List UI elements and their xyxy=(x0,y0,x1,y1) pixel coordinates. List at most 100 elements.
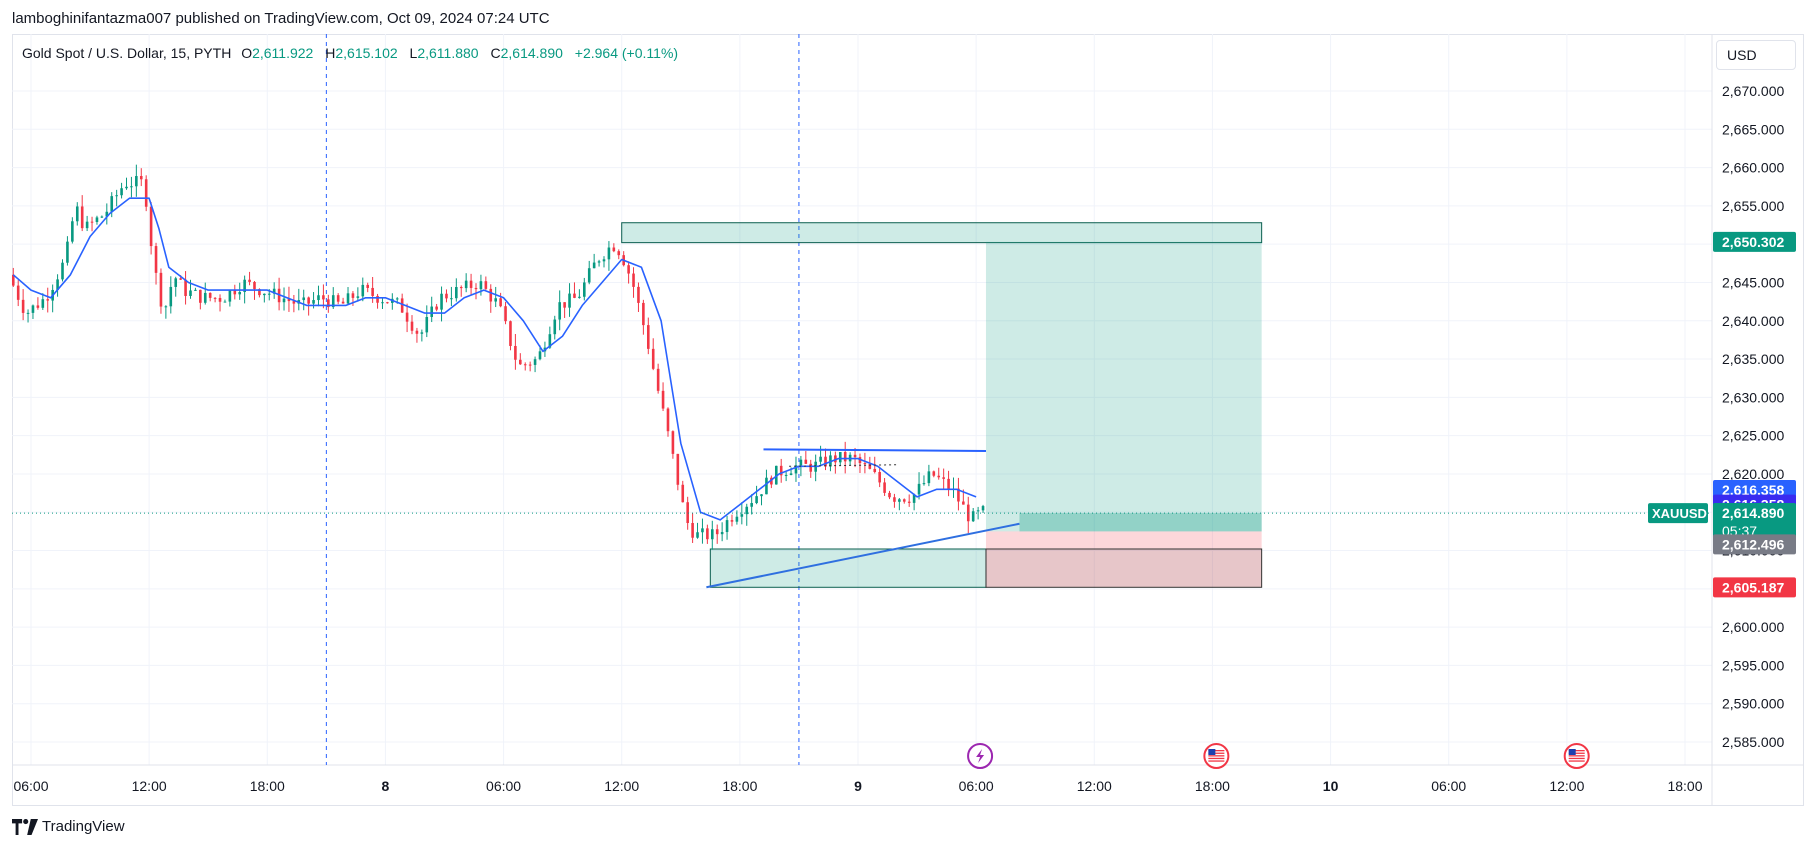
candle xyxy=(523,362,527,371)
candle-body xyxy=(863,463,867,465)
candle xyxy=(646,317,650,355)
candle xyxy=(233,284,237,300)
x-tick-label: 12:00 xyxy=(132,778,167,794)
candle xyxy=(159,268,163,314)
us-flag-event-icon[interactable] xyxy=(1203,743,1230,769)
candle xyxy=(947,470,950,497)
candle xyxy=(843,441,847,474)
flag-icon-stripe xyxy=(1568,757,1585,760)
symbol-tag-bg xyxy=(1648,503,1708,524)
candle-body xyxy=(514,345,517,360)
candle-body xyxy=(632,273,635,287)
candle-body xyxy=(110,196,114,212)
candle-body xyxy=(528,364,532,366)
long-position-target-zone[interactable] xyxy=(985,241,1262,532)
candle-body xyxy=(479,281,483,290)
candle xyxy=(642,299,645,335)
candle xyxy=(469,273,473,295)
candle-body xyxy=(568,293,571,308)
candle xyxy=(907,494,911,507)
y-tick-label: 2,630.000 xyxy=(1722,389,1784,405)
x-tick-label: 18:00 xyxy=(722,778,757,794)
candle xyxy=(464,273,468,293)
candle-body xyxy=(583,282,586,297)
candle xyxy=(425,305,429,338)
legend-high-label: H xyxy=(325,45,336,61)
candle-body xyxy=(208,292,212,298)
candle xyxy=(794,456,798,482)
candle xyxy=(474,283,478,300)
candle-body xyxy=(203,292,207,303)
candle xyxy=(499,292,502,308)
candle xyxy=(971,508,975,522)
chart-frame[interactable] xyxy=(12,34,1804,806)
candle-body xyxy=(809,463,813,472)
candle-body xyxy=(691,523,694,538)
candle xyxy=(56,274,59,297)
candle-body xyxy=(184,279,187,296)
x-tick-label: 10 xyxy=(1323,778,1339,794)
candle xyxy=(932,470,936,478)
legend-low-label: L xyxy=(409,45,418,61)
candle-body xyxy=(898,499,901,502)
support-zone-box[interactable] xyxy=(709,548,987,588)
candle-body xyxy=(651,348,655,369)
candle-body xyxy=(548,334,552,348)
candle xyxy=(765,469,768,495)
candle xyxy=(115,189,118,207)
price-tag-label: 2,612.496 xyxy=(1722,536,1784,552)
candle xyxy=(632,267,635,298)
y-tick-label: 2,640.000 xyxy=(1722,313,1784,329)
candle xyxy=(484,276,488,290)
resistance-zone-box[interactable] xyxy=(621,222,1263,244)
candle-body xyxy=(499,298,502,307)
candle-body xyxy=(36,305,40,308)
candle xyxy=(51,284,54,313)
ascending-trendline[interactable] xyxy=(706,522,1020,589)
candle-body xyxy=(883,482,886,493)
candle xyxy=(36,297,40,310)
channel-top-trendline[interactable] xyxy=(763,448,986,452)
currency-button[interactable]: USD xyxy=(1716,40,1796,70)
x-tick-label: 06:00 xyxy=(13,778,48,794)
candle-body xyxy=(243,279,246,292)
candle-body xyxy=(509,321,512,346)
candle xyxy=(238,282,242,300)
price-tag-label: 2,650.302 xyxy=(1722,234,1784,250)
candle xyxy=(583,277,586,301)
candle-body xyxy=(888,492,891,498)
candle xyxy=(494,286,497,308)
candle xyxy=(336,293,340,305)
candle-body xyxy=(455,287,458,299)
candle xyxy=(184,271,187,305)
candle-body xyxy=(144,179,148,207)
moving-average-line xyxy=(12,197,977,521)
legend-high: 2,615.102 xyxy=(335,45,398,61)
candle-body xyxy=(725,520,729,533)
flag-icon-canton xyxy=(1208,749,1216,755)
candle-body xyxy=(75,206,79,222)
candle xyxy=(381,297,384,309)
us-flag-event-icon[interactable] xyxy=(1563,743,1590,769)
lightning-event-icon[interactable] xyxy=(967,743,994,769)
candle-body xyxy=(464,280,468,289)
y-tick-label: 2,660.000 xyxy=(1722,160,1784,176)
candle-body xyxy=(21,299,25,313)
candle-body xyxy=(356,296,360,298)
long-position-stop-zone[interactable] xyxy=(985,531,1262,588)
candle-body xyxy=(740,514,744,517)
candle-body xyxy=(179,278,182,280)
candle-body xyxy=(558,302,561,320)
price-tag: 2,612.496 xyxy=(1713,534,1796,555)
candle-body xyxy=(779,465,783,476)
candle xyxy=(144,175,148,212)
candle-body xyxy=(130,186,133,188)
candle xyxy=(863,452,867,474)
footer-brand[interactable]: TradingView xyxy=(12,818,125,835)
flag-icon-stripe xyxy=(1568,752,1585,754)
candle-body xyxy=(248,279,251,282)
candle-body xyxy=(267,293,271,295)
candle xyxy=(90,216,94,232)
legend-open-label: O xyxy=(241,45,253,61)
